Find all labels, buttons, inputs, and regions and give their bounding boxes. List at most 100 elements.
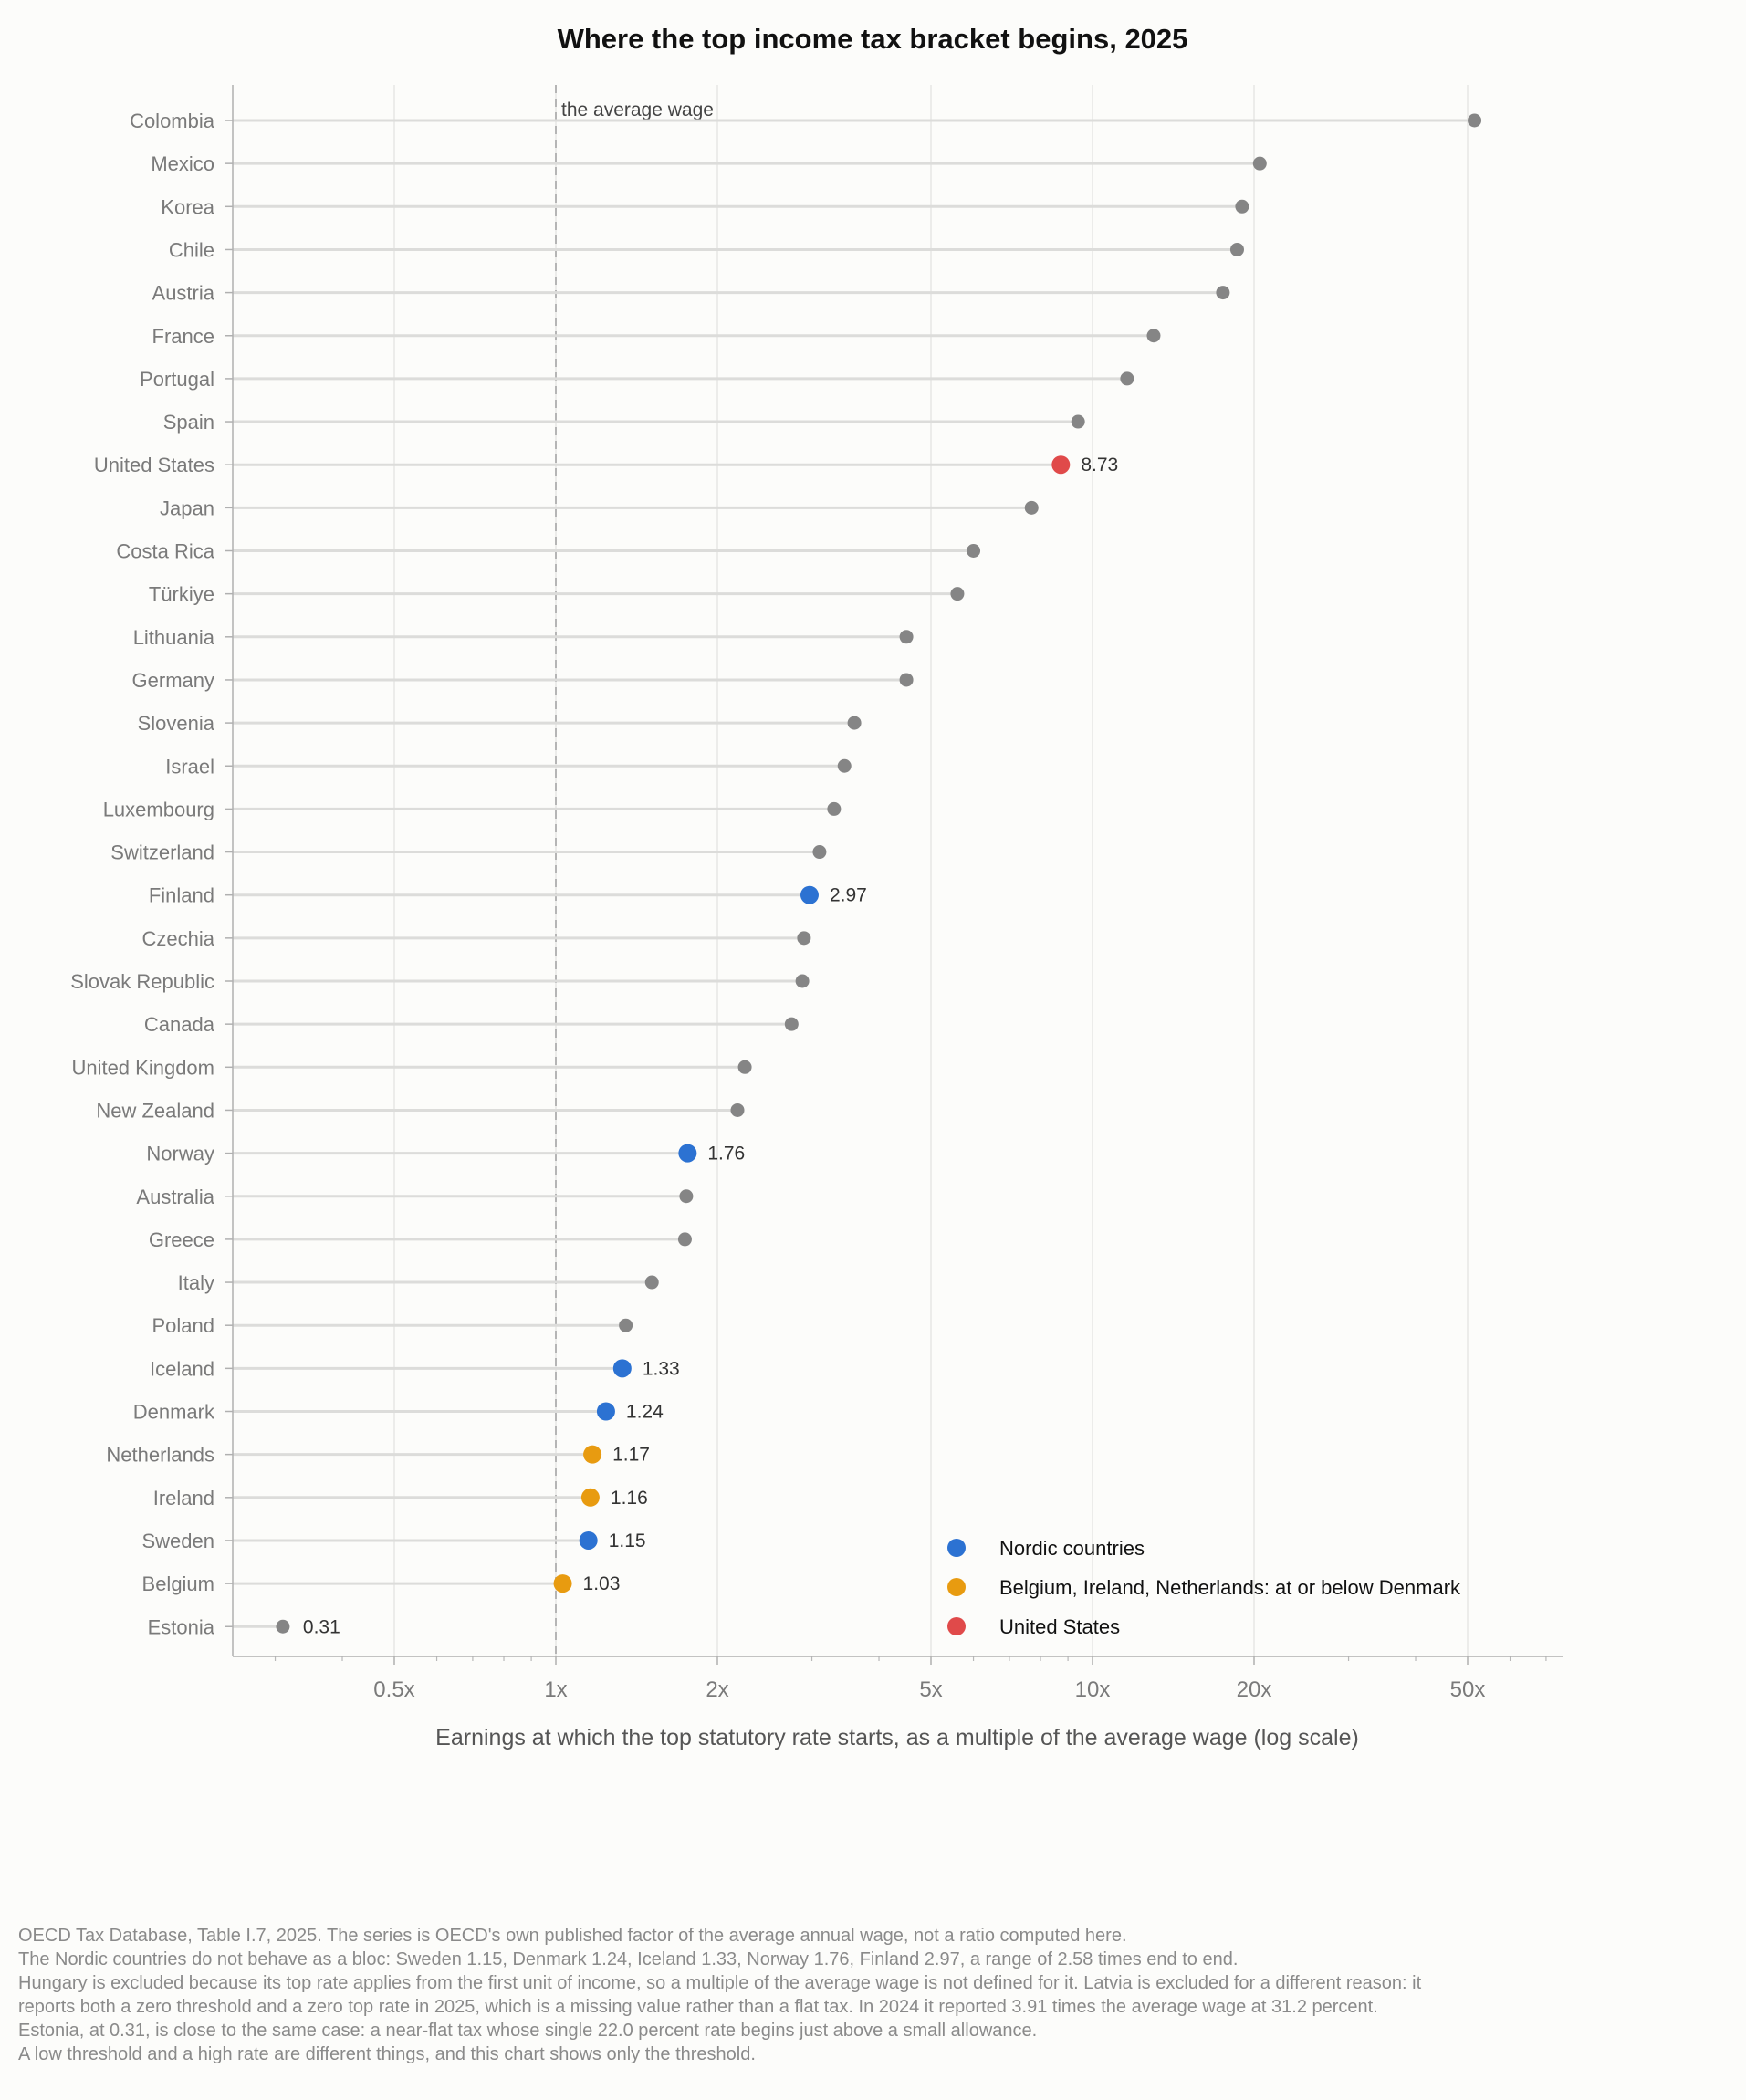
x-tick-label: 50x: [1450, 1677, 1486, 1702]
value-label: 1.76: [707, 1144, 745, 1165]
data-point: [678, 1144, 697, 1163]
country-labels: Colombia Mexico Korea Chile Austria France Por…: [70, 110, 215, 1638]
value-label: 1.33: [643, 1358, 680, 1379]
country-label: Denmark: [133, 1401, 215, 1424]
axes: 0.5x 1x 2x 5x 10x 20x 50x: [225, 85, 1563, 1702]
country-label: Finland: [149, 884, 214, 907]
country-label: Canada: [144, 1013, 215, 1036]
data-point: [677, 1232, 692, 1247]
country-label: Slovenia: [138, 712, 215, 735]
data-point: [847, 716, 862, 730]
data-point: [1120, 371, 1134, 386]
country-label: Colombia: [130, 110, 215, 132]
data-point: [1051, 455, 1071, 475]
country-label: Poland: [152, 1314, 214, 1337]
data-point: [553, 1574, 572, 1593]
country-label: Australia: [136, 1186, 214, 1208]
data-point: [899, 673, 914, 687]
legend-label: United States: [999, 1615, 1120, 1638]
country-label: Costa Rica: [116, 540, 214, 563]
value-label: 8.73: [1081, 454, 1118, 475]
data-point: [1024, 500, 1039, 515]
data-point: [1235, 199, 1249, 214]
data-point: [583, 1445, 602, 1464]
value-label: 1.16: [611, 1488, 648, 1509]
data-point: [899, 630, 914, 644]
data-point: [619, 1318, 633, 1332]
country-label: Japan: [160, 496, 214, 519]
legend-label: Belgium, Ireland, Netherlands: at or bel…: [999, 1576, 1461, 1599]
data-point: [967, 544, 981, 558]
data-point: [580, 1488, 600, 1507]
footnote-line: Hungary is excluded because its top rate…: [18, 1973, 1422, 1993]
country-label: Portugal: [140, 368, 214, 391]
x-tick-label: 10x: [1075, 1677, 1111, 1702]
legend-marker: [947, 1578, 966, 1596]
legend: Nordic countries Belgium, Ireland, Nether…: [947, 1537, 1461, 1638]
x-tick-label: 20x: [1237, 1677, 1272, 1702]
data-point: [1252, 156, 1267, 171]
country-label: Germany: [132, 669, 214, 692]
value-label: 1.15: [609, 1531, 646, 1551]
footnote-line: OECD Tax Database, Table I.7, 2025. The …: [18, 1926, 1127, 1946]
footnote-line: Estonia, at 0.31, is close to the same c…: [18, 2021, 1038, 2041]
value-label: 2.97: [830, 885, 867, 906]
country-label: Korea: [161, 195, 214, 218]
data-point: [950, 587, 965, 601]
chart-title: Where the top income tax bracket begins,…: [558, 23, 1188, 55]
data-point: [1071, 414, 1085, 429]
data-points: [276, 113, 1482, 1634]
data-point: [276, 1619, 290, 1634]
data-point: [784, 1017, 799, 1031]
footnote-line: The Nordic countries do not behave as a …: [18, 1949, 1239, 1969]
country-label: Switzerland: [110, 841, 214, 864]
country-label: Slovak Republic: [70, 970, 214, 993]
country-label: Chile: [169, 238, 214, 261]
country-label: Ireland: [153, 1487, 214, 1510]
country-label: Israel: [165, 755, 214, 778]
data-point: [596, 1402, 615, 1421]
country-label: Sweden: [141, 1530, 214, 1552]
data-point: [797, 931, 811, 946]
country-label: France: [152, 325, 214, 348]
country-label: Spain: [163, 411, 214, 434]
footnote: OECD Tax Database, Table I.7, 2025. The …: [18, 1924, 1734, 2066]
country-label: United Kingdom: [71, 1056, 214, 1079]
reference-line-label: the average wage: [561, 99, 714, 120]
country-label: United States: [94, 454, 214, 476]
value-label: 1.17: [612, 1445, 650, 1466]
footnote-line: reports both a zero threshold and a zero…: [18, 1997, 1378, 2017]
value-label: 1.24: [626, 1402, 664, 1423]
country-label: Austria: [152, 282, 215, 305]
country-label: Türkiye: [149, 583, 214, 606]
data-point: [827, 801, 842, 816]
country-label: Belgium: [142, 1572, 214, 1595]
data-point: [800, 885, 819, 904]
reference-line-group: the average wage: [555, 85, 714, 1656]
data-point: [612, 1359, 632, 1378]
data-point: [1229, 242, 1244, 256]
legend-marker: [947, 1539, 966, 1557]
country-label: Luxembourg: [103, 798, 214, 820]
value-labels: 8.73 2.97 1.76 1.33 1.24 1.17 1.16 1.15 1.03 0.31: [303, 454, 1118, 1637]
country-label: Greece: [149, 1228, 214, 1251]
country-label: Mexico: [151, 152, 214, 175]
country-label: Estonia: [148, 1615, 215, 1638]
data-point: [730, 1102, 745, 1117]
x-tick-label: 5x: [919, 1677, 942, 1702]
x-axis-label: Earnings at which the top statutory rate…: [435, 1725, 1359, 1750]
country-label: Norway: [146, 1143, 214, 1165]
data-point: [1468, 113, 1482, 128]
country-label: Italy: [178, 1271, 214, 1294]
country-label: Iceland: [150, 1357, 214, 1380]
country-label: Netherlands: [106, 1444, 214, 1467]
country-label: Lithuania: [133, 626, 215, 649]
legend-marker: [947, 1617, 966, 1635]
data-point: [679, 1189, 694, 1204]
data-point: [1146, 329, 1161, 343]
x-tick-label: 0.5x: [373, 1677, 414, 1702]
country-label: New Zealand: [96, 1099, 214, 1122]
data-point: [644, 1275, 659, 1290]
value-label: 0.31: [303, 1616, 340, 1637]
data-point: [837, 758, 852, 773]
